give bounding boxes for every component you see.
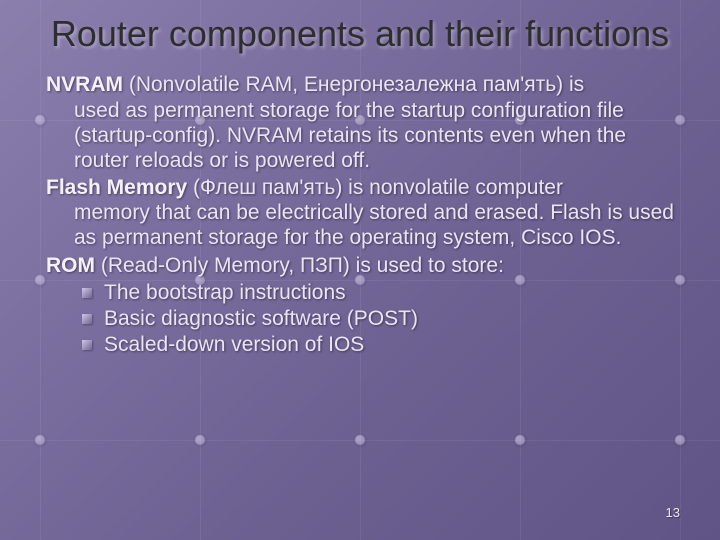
term-nvram: NVRAM	[46, 73, 123, 96]
para-nvram-lead-tail: (Nonvolatile RAM, Енергонезалежна пам'ят…	[123, 73, 584, 96]
term-rom: ROM	[46, 254, 95, 277]
para-nvram-rest: used as permanent storage for the startu…	[46, 98, 674, 174]
para-flash-lead-tail: (Флеш пам'ять) is nonvolatile computer	[187, 176, 563, 199]
square-bullet-icon	[82, 340, 92, 350]
bullet-row: Scaled-down version of IOS	[46, 332, 674, 357]
slide-title: Router components and their functions	[46, 14, 674, 54]
para-flash: Flash Memory (Флеш пам'ять) is nonvolati…	[46, 175, 674, 251]
square-bullet-icon	[82, 288, 92, 298]
bullet-text: The bootstrap instructions	[104, 280, 346, 305]
para-rom-lead-tail: (Read-Only Memory, ПЗП) is used to store…	[95, 254, 504, 277]
bullet-text: Basic diagnostic software (POST)	[104, 306, 418, 331]
para-rom: ROM (Read-Only Memory, ПЗП) is used to s…	[46, 253, 674, 278]
page-number: 13	[666, 505, 680, 520]
bullet-row: Basic diagnostic software (POST)	[46, 306, 674, 331]
bullet-text: Scaled-down version of IOS	[104, 332, 364, 357]
slide-body: NVRAM (Nonvolatile RAM, Енергонезалежна …	[46, 72, 674, 357]
slide: Router components and their functions NV…	[0, 0, 720, 540]
bullet-row: The bootstrap instructions	[46, 280, 674, 305]
term-flash: Flash Memory	[46, 176, 187, 199]
para-flash-rest: memory that can be electrically stored a…	[46, 200, 674, 250]
square-bullet-icon	[82, 314, 92, 324]
para-nvram: NVRAM (Nonvolatile RAM, Енергонезалежна …	[46, 72, 674, 173]
